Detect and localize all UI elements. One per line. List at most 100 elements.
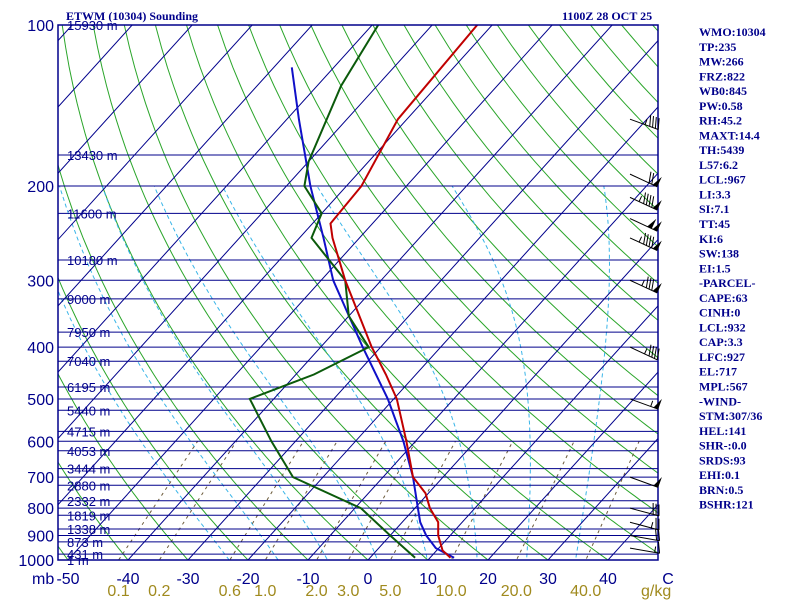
temperature-tick-label: 30: [539, 571, 557, 588]
barb-flag: [648, 277, 652, 290]
dry-adiabat: [746, 25, 800, 571]
height-label: 1819 m: [67, 508, 110, 523]
barb-staff: [629, 535, 660, 542]
index-line: -WIND-: [699, 394, 741, 408]
moist-adiabat: [101, 185, 329, 560]
index-line: PW:0.58: [699, 99, 743, 113]
pressure-label: 1000: [18, 553, 54, 570]
wind-barb: [629, 171, 662, 188]
moist-adiabat: [451, 185, 531, 560]
temperature-tick-label: 40: [599, 571, 617, 588]
temperature-tick-label: -50: [56, 571, 79, 588]
mixing-ratio-line: [229, 441, 304, 560]
wind-barb: [629, 232, 662, 252]
index-line: LI:3.3: [699, 187, 731, 201]
wind-barb: [629, 541, 661, 554]
barb-staff: [629, 346, 658, 361]
pressure-label: 400: [27, 340, 54, 357]
pressure-label: 600: [27, 434, 54, 451]
wind-barb: [629, 528, 661, 542]
mixing-ratio-tick-label: 2.0: [305, 583, 327, 600]
dry-adiabat: [372, 25, 658, 359]
mixing-ratio-line: [118, 441, 199, 560]
wind-barb: [629, 344, 660, 361]
height-label: 873 m: [67, 535, 103, 550]
barb-half-flag: [638, 195, 643, 202]
index-line: TP:235: [699, 40, 736, 54]
barb-pennant: [647, 218, 657, 229]
index-line: FRZ:822: [699, 69, 745, 83]
barb-pennant: [652, 240, 662, 251]
index-line: EL:717: [699, 365, 737, 379]
barb-flag: [651, 236, 655, 249]
index-line: MW:266: [699, 55, 744, 69]
dry-adiabat: [777, 25, 800, 571]
mixing-ratio-tick-label: 5.0: [379, 583, 401, 600]
index-line: MAXT:14.4: [699, 128, 760, 142]
mixing-ratio-line: [316, 441, 387, 560]
wind-barb-column: [629, 114, 662, 554]
pressure-label: 200: [27, 179, 54, 196]
isotherm: [367, 238, 658, 560]
height-label: 11600 m: [67, 206, 117, 221]
barb-staff: [629, 507, 660, 517]
dry-adiabat: [559, 25, 658, 139]
barb-half-flag: [638, 236, 643, 243]
pressure-label: 700: [27, 470, 54, 487]
wind-barb: [629, 218, 662, 232]
barb-flag: [651, 172, 655, 185]
isotherm: [58, 25, 253, 241]
index-line: CINH:0: [699, 306, 740, 320]
mixing-ratio-tick-label: 0.1: [107, 583, 129, 600]
temperature-tick-label: -40: [116, 571, 139, 588]
barb-flag: [651, 279, 655, 291]
dewpoint-trace: [248, 25, 416, 559]
dry-adiabat: [341, 25, 658, 397]
mixing-ratio-line: [347, 441, 417, 560]
temperature-tick-label: C: [662, 571, 674, 588]
pressure-label: 900: [27, 529, 54, 546]
isotherm: [547, 437, 658, 560]
barb-staff: [629, 218, 658, 232]
dry-adiabat: [0, 25, 16, 571]
barb-staff: [629, 398, 659, 410]
mixing-ratio-line: [450, 441, 514, 560]
mixing-ratio-tick-label: 20.0: [501, 583, 532, 600]
barb-flag: [651, 196, 655, 208]
barb-staff: [629, 173, 658, 188]
mixing-ratio-tick-label: 0.6: [219, 583, 241, 600]
moist-adiabat: [316, 185, 478, 560]
temperature-tick-label: -20: [236, 571, 259, 588]
index-line: EHI:0.1: [699, 468, 740, 482]
sounding-profiles: [248, 25, 478, 559]
height-label: 10180 m: [67, 253, 118, 268]
height-label: 1 m: [67, 553, 89, 568]
parcel-trace: [290, 67, 455, 559]
height-label: 2880 m: [67, 478, 110, 493]
index-line: SI:7.1: [699, 202, 729, 216]
mixing-ratio-tick-label: 1.0: [254, 583, 276, 600]
index-line: WMO:10304: [699, 25, 766, 39]
height-label: 3444 m: [67, 462, 110, 477]
isotherm: [58, 25, 493, 506]
temperature-trace: [329, 25, 478, 559]
mixing-ratio-line: [158, 441, 237, 560]
temperature-tick-label: 20: [479, 571, 497, 588]
mixing-ratio-tick-label: 0.2: [148, 583, 170, 600]
index-line: TH:5439: [699, 143, 744, 157]
barb-flag: [652, 116, 654, 128]
wind-barb: [629, 276, 662, 294]
isotherm: [58, 25, 133, 108]
wind-barb: [629, 517, 660, 531]
barb-flag: [658, 541, 661, 554]
barb-staff: [629, 476, 659, 488]
barb-half-flag: [650, 400, 654, 407]
index-line: LCL:967: [699, 173, 746, 187]
barb-flag: [648, 194, 652, 207]
barb-flag: [645, 276, 649, 288]
station-title: ETWM (10304) Sounding: [66, 9, 198, 23]
index-line: -PARCEL-: [699, 276, 755, 290]
barb-half-flag: [641, 280, 645, 286]
height-label: 4053 m: [67, 444, 110, 459]
barb-staff: [629, 279, 658, 294]
